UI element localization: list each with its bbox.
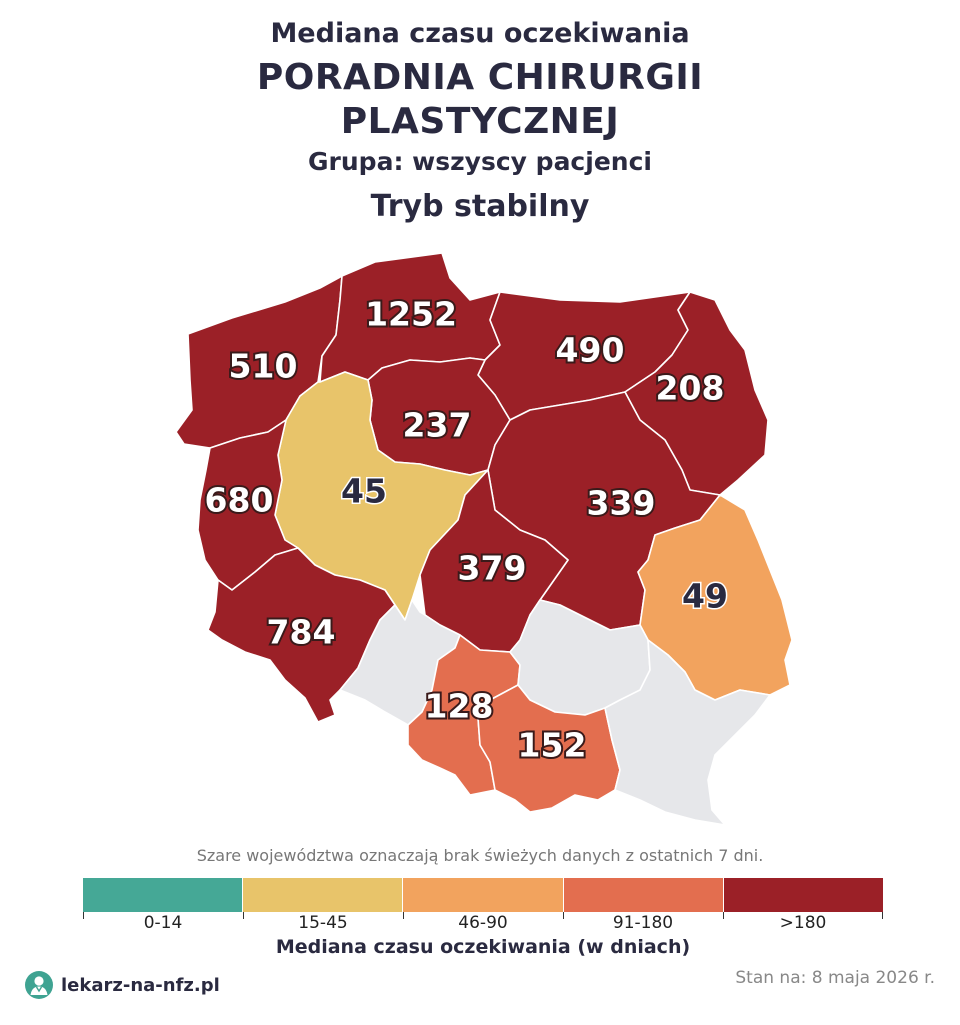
region-podkarpackie[interactable] [604, 639, 771, 826]
legend-swatch-over-180 [723, 878, 884, 912]
chart-title-line-2: PLASTYCZNEJ [340, 101, 620, 142]
value-label-malopolskie: 152 [518, 726, 587, 765]
legend-tick [243, 912, 244, 919]
doctor-logo-icon [25, 971, 53, 999]
legend-label-0-14: 0-14 [143, 913, 183, 933]
value-label-lodzkie: 379 [458, 549, 527, 588]
legend-tick [563, 912, 564, 919]
brand-name: lekarz-na-nfz.pl [61, 974, 220, 996]
legend-tick [83, 912, 84, 919]
legend-label-46-90: 46-90 [458, 913, 508, 933]
value-label-podlaskie: 208 [656, 369, 725, 408]
legend-swatch-91-180 [563, 878, 724, 912]
region-malopolskie[interactable] [477, 684, 621, 813]
data-date: Stan na: 8 maja 2026 r. [735, 968, 935, 988]
legend-swatch-0-14 [83, 878, 244, 912]
legend-tick [403, 912, 404, 919]
value-label-zachodniopomorskie: 510 [229, 347, 298, 386]
legend-ticks [83, 912, 883, 920]
value-label-warminsko-mazurskie: 490 [556, 331, 625, 370]
value-label-lubuskie: 680 [205, 481, 274, 520]
value-label-pomorskie: 1252 [365, 295, 457, 334]
value-label-dolnoslaskie: 784 [267, 613, 336, 652]
chart-title-line-1: PORADNIA CHIRURGII [256, 57, 704, 98]
value-label-lubelskie: 49 [682, 577, 728, 616]
legend-swatch-46-90 [403, 878, 564, 912]
value-label-wielkopolskie: 45 [341, 472, 387, 511]
value-label-slaskie: 128 [425, 687, 494, 726]
legend-tick [723, 912, 724, 919]
patient-group-subtitle: Grupa: wszyscy pacjenci [308, 147, 652, 176]
value-label-kujawsko-pomorskie: 237 [403, 406, 472, 445]
no-data-note: Szare województwa oznaczają brak świeżyc… [196, 846, 764, 865]
value-label-mazowieckie: 339 [587, 484, 656, 523]
legend-label-91-180: 91-180 [612, 913, 674, 933]
chart-title: PORADNIA CHIRURGII PLASTYCZNEJ [0, 56, 960, 144]
legend-title: Mediana czasu oczekiwania (w dniach) [275, 936, 691, 958]
legend-tick [882, 912, 883, 919]
mode-subtitle: Tryb stabilny [370, 189, 590, 224]
legend-color-bar [83, 878, 884, 912]
legend-labels: 0-14 15-45 46-90 91-180 >180 [83, 913, 883, 933]
legend-swatch-15-45 [243, 878, 404, 912]
chart-pretitle: Mediana czasu oczekiwania [270, 18, 690, 49]
legend-label-15-45: 15-45 [298, 913, 348, 933]
legend-label-over-180: >180 [779, 913, 827, 933]
poland-map: 510 1252 490 208 237 45 680 339 379 49 7… [175, 252, 793, 826]
brand[interactable]: lekarz-na-nfz.pl [24, 970, 220, 1000]
